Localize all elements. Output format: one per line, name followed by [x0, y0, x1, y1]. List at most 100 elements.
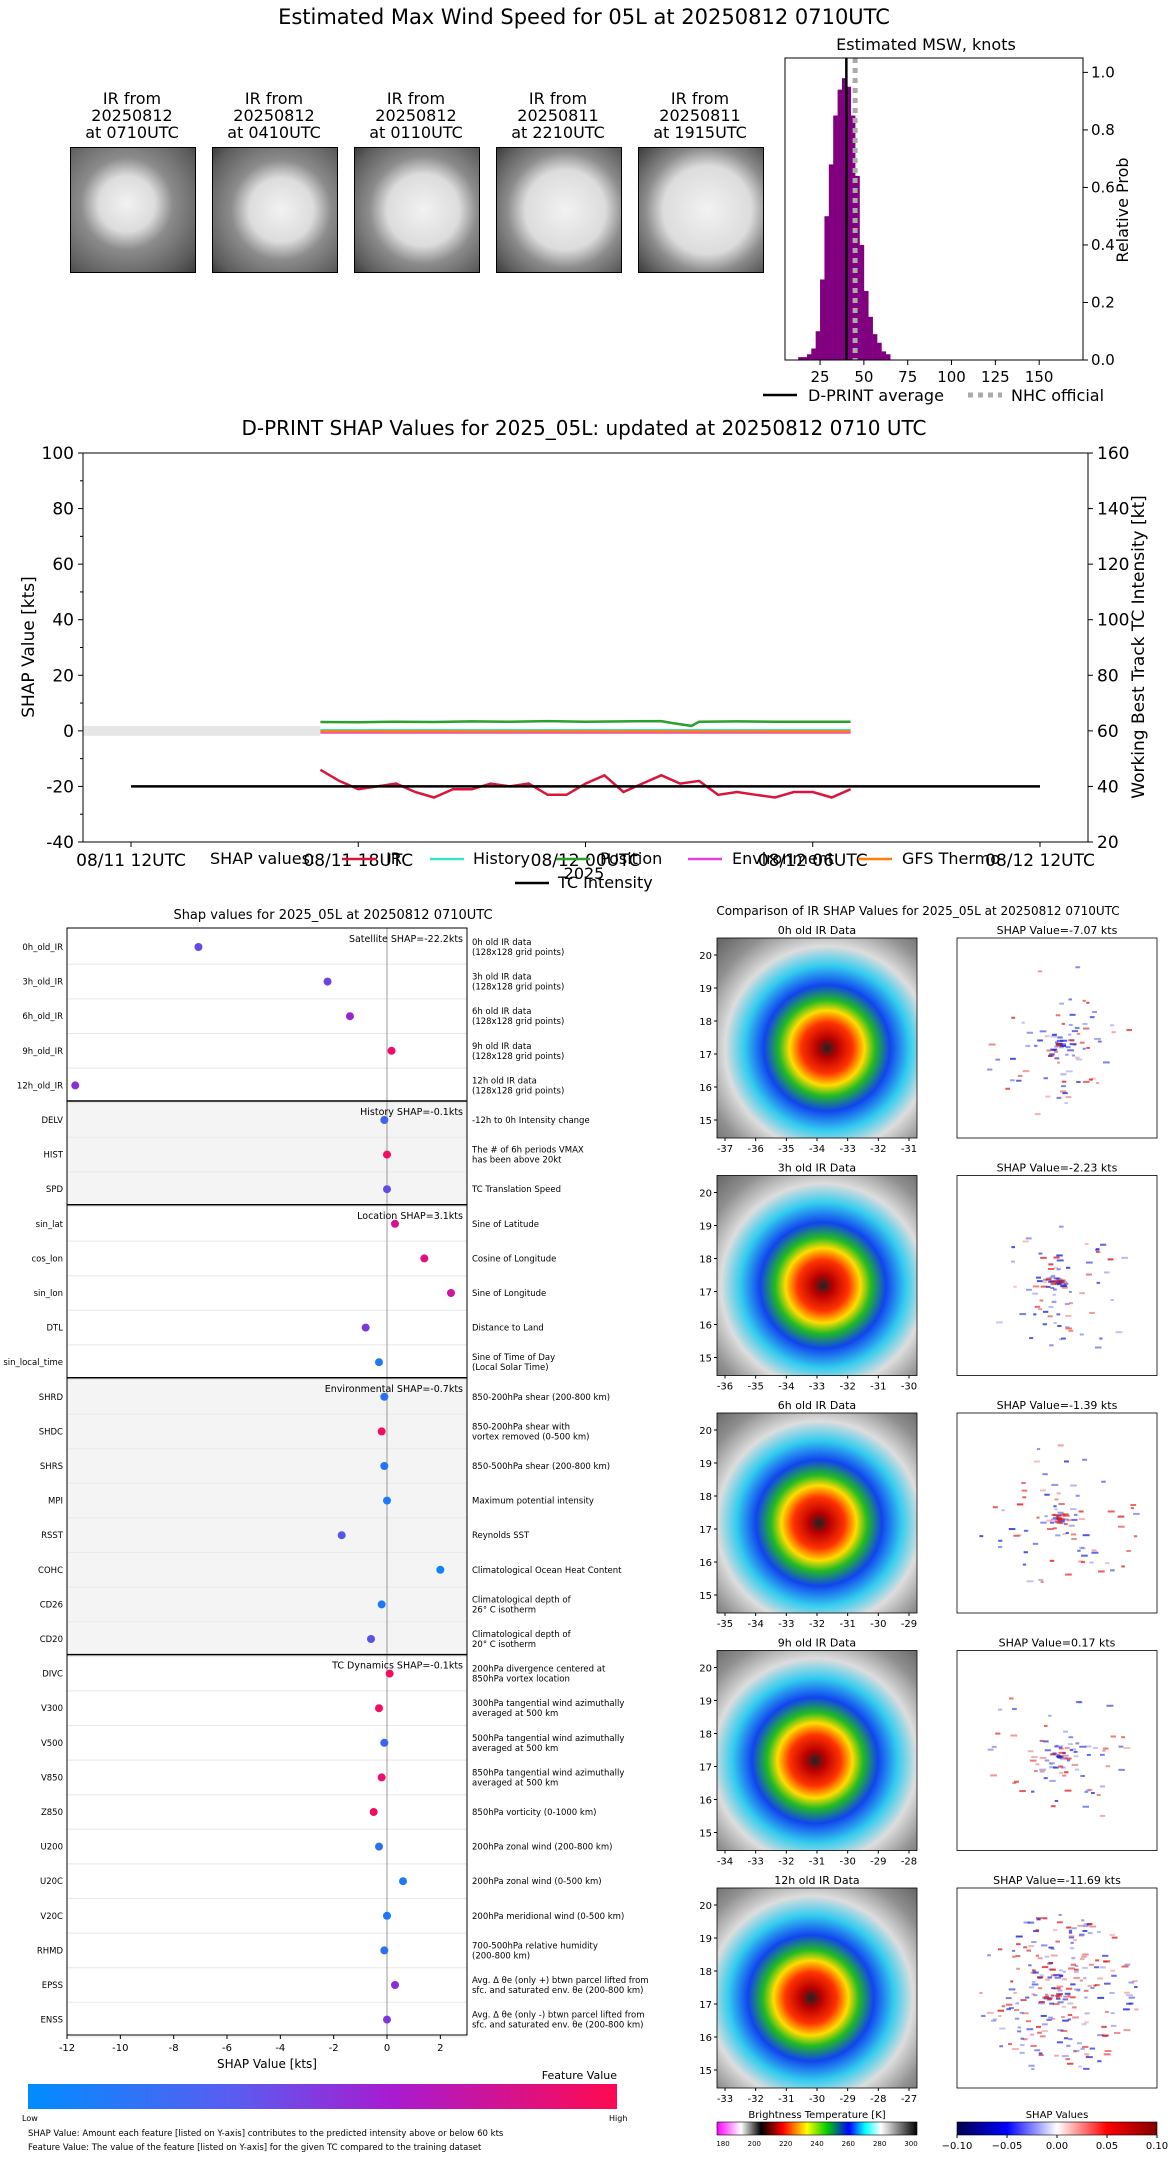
shap-speckle — [1082, 1953, 1089, 1956]
shap-speckle — [1031, 1790, 1035, 1793]
shap-speckle — [1060, 1039, 1068, 1042]
shap-speckle — [1075, 966, 1081, 969]
shap-speckle — [1055, 1044, 1060, 1047]
shap-speckle — [1048, 1280, 1055, 1283]
shap-speckle — [1096, 1082, 1100, 1085]
shap-speckle — [991, 1745, 997, 1748]
main-title: Estimated Max Wind Speed for 05L at 2025… — [278, 5, 890, 29]
shap-speckle — [1008, 2043, 1012, 2046]
shap-speckle — [1039, 1974, 1044, 1977]
ir-thumbnail-image — [638, 147, 764, 273]
ir-thumbnail-image — [354, 147, 480, 273]
shap-speckle — [1008, 1697, 1014, 1700]
histogram-bar — [802, 357, 808, 360]
shap-speckle — [1059, 1090, 1067, 1093]
timeseries-ytick-label: -40 — [46, 833, 74, 853]
ir-panel-title: 6h old IR Data — [778, 1399, 856, 1412]
shap-speckle — [1099, 1785, 1105, 1788]
ir-ytick-label: 18 — [699, 1255, 712, 1266]
shap-speckle — [1037, 970, 1043, 973]
shap-speckle — [1058, 1513, 1062, 1516]
shap-speckle — [1118, 1745, 1124, 1748]
ir-ytick-label: 15 — [699, 1116, 712, 1127]
ir-thumb-label-line: IR from — [386, 89, 446, 108]
shap-speckle — [1035, 1763, 1040, 1766]
shap-speckle — [1008, 1528, 1016, 1531]
shap-speckle — [1068, 1935, 1075, 1938]
shap-speckle — [1008, 2007, 1014, 2010]
timeseries-y2tick-label: 80 — [1097, 666, 1119, 686]
shap-speckle — [1008, 1988, 1016, 1991]
shap-speckle — [1052, 1517, 1059, 1520]
shap-speckle — [1049, 1763, 1053, 1766]
ir-xtick-label: -28 — [870, 2094, 886, 2105]
bt-colorbar-label: Brightness Temperature [K] — [748, 2110, 885, 2121]
shap-point — [436, 1565, 445, 1574]
shap-speckle — [1056, 1096, 1062, 1099]
shap-speckle — [1110, 1024, 1114, 1027]
feature-description: 850-500hPa shear (200-800 km) — [472, 1462, 610, 1472]
shap-speckle — [1030, 2033, 1035, 2036]
ir-xtick-label: -31 — [809, 1857, 825, 1868]
ir-xtick-label: -31 — [839, 1619, 855, 1630]
shap-point — [385, 1669, 394, 1678]
shap-speckle — [1089, 1925, 1097, 1928]
histogram-xtick-label: 100 — [937, 368, 966, 386]
ir-ytick-label: 20 — [699, 1664, 712, 1675]
shap-speckle — [1070, 1941, 1074, 1944]
shap-point — [345, 1012, 354, 1021]
shap-speckle — [1042, 1278, 1048, 1281]
shap-speckle — [1080, 2047, 1085, 2050]
shap-speckle — [1053, 1277, 1059, 1280]
shap-speckle — [1133, 1512, 1140, 1515]
ir-ytick-label: 20 — [699, 1901, 712, 1912]
shap-speckle — [1099, 1337, 1103, 1340]
ir-xtick-label: -32 — [870, 1144, 886, 1155]
shap-speckle — [1050, 1805, 1056, 1808]
feature-name: DIVC — [42, 1670, 63, 1680]
shap-speckle — [1096, 1250, 1100, 1253]
zero-band — [83, 725, 321, 736]
shap-speckle — [1056, 1521, 1063, 1524]
bt-tick-label: 280 — [873, 2140, 886, 2148]
feature-description: 3h old IR data — [472, 973, 531, 983]
ir-ytick-label: 17 — [699, 1763, 712, 1774]
shap-speckle — [1069, 1043, 1077, 1046]
legend-dprint-label: D-PRINT average — [808, 386, 944, 405]
ir-ytick-label: 18 — [699, 1967, 712, 1978]
shap-speckle — [1103, 1271, 1110, 1274]
shap-speckle — [1037, 1987, 1043, 1990]
shap-speckle — [1083, 2067, 1090, 2070]
shap-speckle — [1065, 1096, 1072, 1099]
shap-speckle — [1050, 1954, 1058, 1957]
shap-speckle — [1036, 1516, 1040, 1519]
shap-speckle — [1105, 1765, 1111, 1768]
shap-speckle — [1068, 1302, 1073, 1305]
shap-speckle — [1066, 1519, 1072, 1522]
shap-speckle — [1051, 1274, 1056, 1277]
shap-speckle — [1044, 1759, 1050, 1762]
feature-chart-xtick-label: -6 — [222, 2043, 232, 2054]
feature-name: sin_local_time — [3, 1358, 63, 1368]
legend-ir-label: IR — [386, 849, 402, 868]
shap-speckle — [1035, 1954, 1039, 1957]
shap-speckle — [1026, 1949, 1032, 1952]
shap-speckle — [1104, 2010, 1109, 2013]
shap-speckle — [1056, 1268, 1061, 1271]
feature-name: COHC — [38, 1566, 63, 1576]
shap-speckle — [1101, 2025, 1107, 2028]
feature-description: Cosine of Longitude — [472, 1254, 556, 1264]
shap-speckle — [1086, 1046, 1090, 1049]
feature-description: Climatological depth of — [472, 1630, 572, 1640]
feature-description: (128x128 grid points) — [472, 948, 564, 958]
feature-description: Avg. Δ θe (only +) btwn parcel lifted fr… — [472, 1976, 649, 1986]
feature-description: 200hPa zonal wind (0-500 km) — [472, 1877, 602, 1887]
ir-panel-image — [716, 1175, 918, 1376]
ir-ytick-label: 16 — [699, 1083, 712, 1094]
feature-description: Maximum potential intensity — [472, 1497, 594, 1507]
shap-speckle — [1067, 2062, 1074, 2065]
shap-speckle — [1082, 1023, 1088, 1026]
shap-point — [194, 943, 203, 951]
shap-speckle — [1010, 1980, 1014, 1983]
shap-speckle — [1032, 1292, 1038, 1295]
